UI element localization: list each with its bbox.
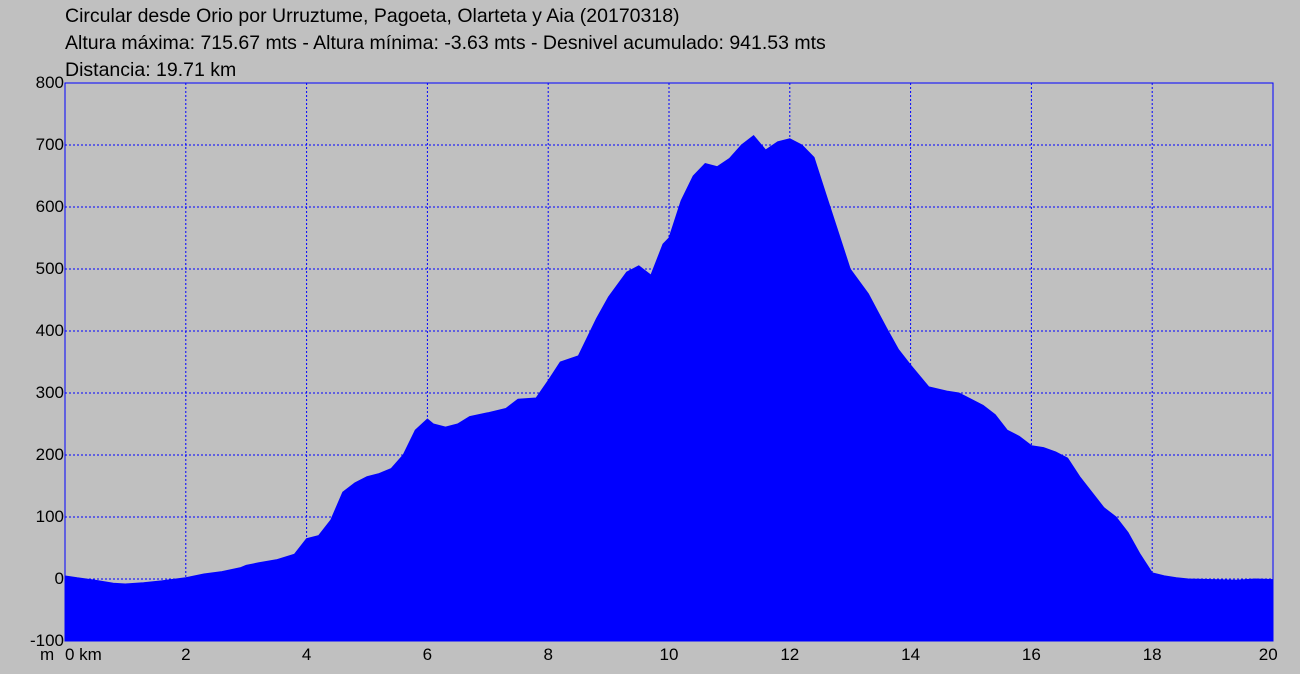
x-tick-label: 16	[1021, 645, 1041, 664]
y-tick-label: -100	[29, 631, 64, 650]
x-tick-label: 0 km	[65, 645, 102, 664]
x-tick-label: 14	[901, 645, 921, 664]
y-tick-label: 500	[35, 259, 64, 278]
y-tick-label: 300	[35, 383, 64, 402]
y-tick-label: 700	[35, 135, 64, 154]
x-tick-label: 18	[1142, 645, 1162, 664]
y-tick-label: 800	[35, 73, 64, 92]
chart-distance: Distancia: 19.71 km	[65, 59, 237, 81]
x-tick-label: 20	[1258, 645, 1278, 664]
x-tick-label: 10	[659, 645, 679, 664]
y-tick-label: 400	[35, 321, 64, 340]
x-tick-label: 8	[543, 645, 553, 664]
elevation-area	[64, 135, 1274, 642]
y-tick-label: 200	[35, 445, 64, 464]
y-tick-label: 600	[35, 197, 64, 216]
x-tick-label: 4	[301, 645, 312, 664]
x-tick-label: 12	[780, 645, 800, 664]
x-tick-label: 2	[181, 645, 191, 664]
x-tick-label: 6	[422, 645, 433, 664]
y-tick-label: 100	[35, 507, 64, 526]
y-unit-label: m	[40, 645, 55, 664]
chart-stats: Altura máxima: 715.67 mts - Altura mínim…	[65, 32, 826, 54]
chart-title: Circular desde Orio por Urruztume, Pagoe…	[65, 5, 680, 27]
y-tick-label: 0	[54, 569, 64, 588]
